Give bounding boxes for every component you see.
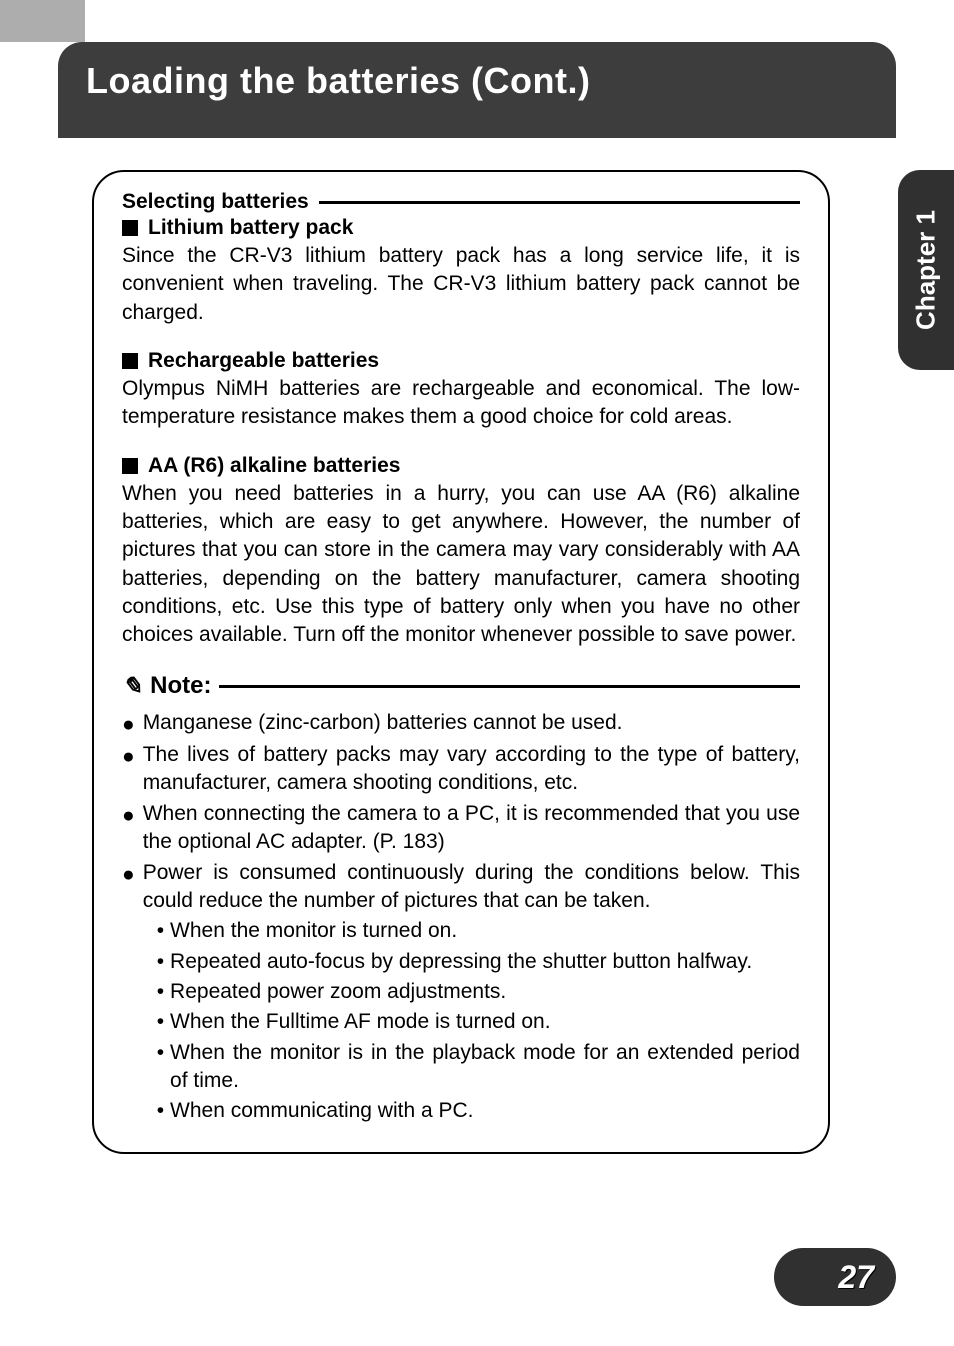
note-text: Power is consumed continuously during th… — [143, 859, 800, 1128]
list-item: •When the monitor is turned on. — [157, 917, 800, 945]
note-icon: ✎ — [122, 672, 142, 701]
section-heading: AA (R6) alkaline batteries — [148, 454, 400, 478]
list-item: •Repeated power zoom adjustments. — [157, 978, 800, 1006]
square-bullet-icon — [122, 220, 138, 236]
sub-note-text: When communicating with a PC. — [170, 1097, 800, 1125]
bullet-icon: • — [157, 1039, 164, 1096]
sub-note-text: When the monitor is in the playback mode… — [170, 1039, 800, 1096]
list-item: ●The lives of battery packs may vary acc… — [122, 741, 800, 798]
note-text: Manganese (zinc-carbon) batteries cannot… — [143, 709, 800, 739]
note-text: When connecting the camera to a PC, it i… — [143, 800, 800, 857]
selecting-batteries-header-row: Selecting batteries — [122, 190, 800, 214]
top-gray-bar — [0, 0, 85, 42]
sub-note-text: Repeated auto-focus by depressing the sh… — [170, 948, 800, 976]
list-item: ●When connecting the camera to a PC, it … — [122, 800, 800, 857]
bullet-icon: ● — [122, 859, 135, 1128]
square-bullet-icon — [122, 458, 138, 474]
section-body: When you need batteries in a hurry, you … — [122, 480, 800, 650]
note-label: Note: — [150, 672, 211, 700]
section-heading-row: AA (R6) alkaline batteries — [122, 454, 800, 478]
content-box: Selecting batteries Lithium battery pack… — [92, 170, 830, 1154]
list-item: •When the Fulltime AF mode is turned on. — [157, 1008, 800, 1036]
note-text-inner: Power is consumed continuously during th… — [143, 861, 800, 912]
list-item: •When communicating with a PC. — [157, 1097, 800, 1125]
selecting-batteries-label: Selecting batteries — [122, 190, 309, 214]
section-heading-row: Rechargeable batteries — [122, 349, 800, 373]
bullet-icon: ● — [122, 741, 135, 798]
bullet-icon: • — [157, 917, 164, 945]
page-number: 27 — [838, 1259, 874, 1296]
page-header: Loading the batteries (Cont.) — [58, 42, 896, 138]
bullet-icon: ● — [122, 800, 135, 857]
sub-note-text: When the monitor is turned on. — [170, 917, 800, 945]
sub-note-list: •When the monitor is turned on. •Repeate… — [157, 917, 800, 1125]
section-heading-row: Lithium battery pack — [122, 216, 800, 240]
note-text: The lives of battery packs may vary acco… — [143, 741, 800, 798]
bullet-icon: • — [157, 978, 164, 1006]
bullet-icon: • — [157, 948, 164, 976]
page-number-badge: 27 — [774, 1248, 896, 1306]
section-body: Since the CR-V3 lithium battery pack has… — [122, 242, 800, 327]
bullet-icon: ● — [122, 709, 135, 739]
rule-line — [219, 685, 800, 688]
bullet-icon: • — [157, 1008, 164, 1036]
sub-note-text: When the Fulltime AF mode is turned on. — [170, 1008, 800, 1036]
manual-page: Loading the batteries (Cont.) Chapter 1 … — [0, 0, 954, 1346]
list-item: ● Power is consumed continuously during … — [122, 859, 800, 1128]
chapter-tab: Chapter 1 — [898, 170, 954, 370]
note-header-row: ✎ Note: — [122, 672, 800, 701]
section-body: Olympus NiMH batteries are rechargeable … — [122, 375, 800, 432]
list-item: •When the monitor is in the playback mod… — [157, 1039, 800, 1096]
note-list: ● Manganese (zinc-carbon) batteries canno… — [122, 709, 800, 1128]
rule-line — [319, 201, 800, 204]
bullet-icon: • — [157, 1097, 164, 1125]
list-item: ● Manganese (zinc-carbon) batteries canno… — [122, 709, 800, 739]
section-heading: Rechargeable batteries — [148, 349, 379, 373]
list-item: •Repeated auto-focus by depressing the s… — [157, 948, 800, 976]
square-bullet-icon — [122, 353, 138, 369]
chapter-tab-label: Chapter 1 — [911, 210, 942, 330]
page-title: Loading the batteries (Cont.) — [86, 60, 868, 102]
section-heading: Lithium battery pack — [148, 216, 353, 240]
sub-note-text: Repeated power zoom adjustments. — [170, 978, 800, 1006]
